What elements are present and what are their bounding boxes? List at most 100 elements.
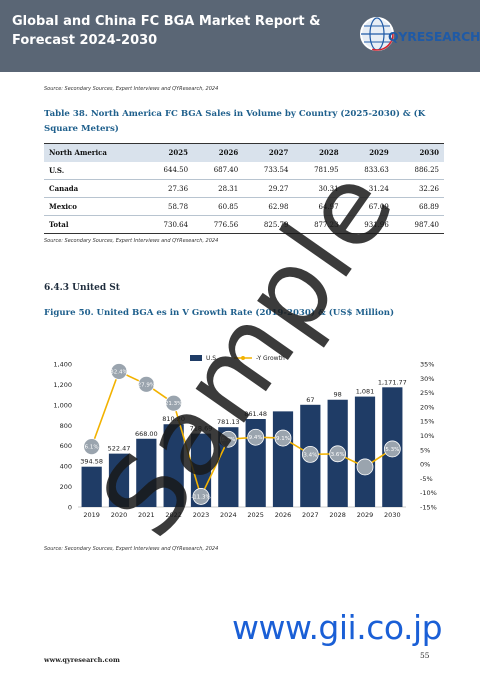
table-cell: 833.63: [343, 161, 394, 180]
x-tick-label: 2027: [302, 511, 319, 519]
table-cell: 62.98: [243, 197, 294, 216]
growth-point: [137, 375, 155, 393]
table-cell: 64.97: [293, 197, 344, 216]
table-cell: 825.79: [243, 215, 294, 234]
x-tick-label: 2025: [247, 511, 264, 519]
table-cell: 644.50: [142, 161, 194, 180]
x-tick-label: 2020: [111, 511, 128, 519]
bar-data-label: 67: [306, 396, 314, 404]
source-note-figure: Source: Secondary Sources, Expert Interv…: [44, 546, 219, 552]
bar-data-label: 394.58: [80, 458, 103, 466]
bar-data-label: 1,081: [356, 388, 375, 396]
legend-marker: [241, 356, 245, 360]
bar: [108, 453, 130, 507]
growth-point: [219, 430, 237, 448]
table-cell: 781.95: [293, 161, 344, 180]
globe-icon: [360, 17, 394, 51]
x-tick-label: 2019: [83, 511, 100, 519]
table-cell: 776.56: [193, 215, 244, 234]
figure-title: Figure 50. United BGA es in V Growth Rat…: [44, 308, 395, 318]
x-tick-label: 2026: [275, 511, 292, 519]
bar: [163, 424, 184, 507]
bar: [136, 438, 157, 507]
table-cell: 67.09: [343, 197, 394, 216]
logo-text: QYRESEARCH: [388, 29, 480, 44]
bar-data-label: 522.47: [108, 445, 131, 453]
growth-data-label: 32.4%: [110, 369, 127, 375]
sales-growth-chart: 0 200 400 600 800 1,000 1,200 1,400 -15% -10% -5% 0…: [53, 355, 437, 519]
bar: [272, 411, 294, 507]
growth-data-label: 3.6%: [331, 452, 345, 458]
growth-data-label: -11.3%: [191, 494, 210, 500]
qyresearch-logo: QYRESEARCH: [360, 14, 480, 58]
table-header-cell: 2029: [343, 143, 394, 162]
y-left-tick-label: 800: [60, 422, 72, 430]
table-cell: 931.96: [343, 215, 394, 234]
y-right-tick-label: -5%: [420, 475, 433, 483]
table-cell: 29.27: [243, 179, 294, 198]
bar-data-label: 718.69: [190, 425, 213, 433]
y-left-tick-label: 1,200: [53, 381, 72, 389]
bar-data-label: 810.20: [162, 415, 185, 423]
gii-stamp: www.gii.co.jp: [232, 608, 443, 647]
growth-point: [165, 394, 183, 412]
y-left-tick-label: 600: [60, 442, 72, 450]
growth-data-label: 27.9%: [138, 382, 155, 388]
table-header-cell: North America: [44, 143, 143, 162]
bar-data-label: 1,171.77: [378, 378, 407, 386]
table-cell: 886.25: [393, 161, 444, 180]
table-cell: 733.54: [243, 161, 294, 180]
bar-data-label: 861.48: [244, 410, 267, 418]
report-header: Global and China FC BGA Market Report & …: [0, 0, 480, 72]
bar-data-label: 98: [334, 391, 342, 399]
growth-point: [192, 488, 210, 505]
table-cell: 687.40: [193, 161, 244, 180]
table-cell: 58.78: [142, 197, 194, 216]
table-row: U.S. 644.50 687.40 733.54 781.95 833.63 …: [44, 161, 444, 180]
growth-point: [383, 440, 401, 458]
growth-point: [301, 445, 319, 463]
report-title: Global and China FC BGA Market Report & …: [12, 14, 321, 48]
y-left-tick-label: 400: [60, 463, 72, 471]
table-row: Canada 27.36 28.31 29.27 30.31 31.24 32.…: [44, 179, 444, 198]
growth-point: [329, 445, 347, 463]
table-cell: 27.36: [142, 179, 194, 198]
growth-data-label: 9.4%: [249, 435, 263, 441]
source-note-table: Source: Secondary Sources, Expert Interv…: [44, 238, 219, 244]
table-header-cell: 2030: [393, 143, 444, 162]
growth-data-label: 3.4%: [303, 452, 317, 458]
growth-data-label: 5.3%: [385, 447, 399, 453]
growth-data-label: 21.3%: [165, 401, 182, 407]
growth-data-label: 8.7%: [221, 437, 235, 443]
table-total-row: Total 730.64 776.56 825.79 877.23 931.96…: [44, 215, 444, 234]
x-tick-label: 2028: [329, 511, 346, 519]
table-cell: 68.89: [393, 197, 444, 216]
y-right-tick-label: 25%: [420, 389, 434, 397]
x-tick-label: 2022: [165, 511, 182, 519]
table-header-cell: 2025: [142, 143, 194, 162]
growth-data-label: 9.1%: [276, 436, 290, 442]
y-left-tick-label: 0: [68, 504, 72, 512]
y-left-tick-label: 1,000: [53, 401, 72, 409]
y-right-tick-label: 35%: [420, 361, 434, 369]
table-header-row: North America 2025 2026 2027 2028 2029 2…: [44, 143, 444, 162]
page-number: 55: [420, 651, 430, 660]
bar-data-label: 668.00: [135, 430, 158, 438]
table-cell: Mexico: [44, 197, 143, 216]
source-note-top: Source: Secondary Sources, Expert Interv…: [44, 86, 219, 92]
legend-label: -Y Growth: [256, 355, 285, 362]
table-cell: 730.64: [142, 215, 194, 234]
growth-point: [247, 428, 265, 446]
y-right-tick-label: 5%: [420, 446, 430, 454]
growth-point: [83, 438, 101, 456]
y-right-tick-label: 0%: [420, 461, 430, 469]
growth-data-label: 6.1%: [85, 445, 99, 451]
x-tick-label: 2024: [220, 511, 237, 519]
bar: [190, 433, 212, 507]
table-cell: 32.26: [393, 179, 444, 198]
table-header-cell: 2026: [193, 143, 244, 162]
section-heading: 6.4.3 United St: [44, 283, 120, 293]
table-title: Table 38. North America FC BGA Sales in …: [44, 109, 426, 134]
x-tick-label: 2029: [357, 511, 374, 519]
bar: [81, 466, 102, 507]
